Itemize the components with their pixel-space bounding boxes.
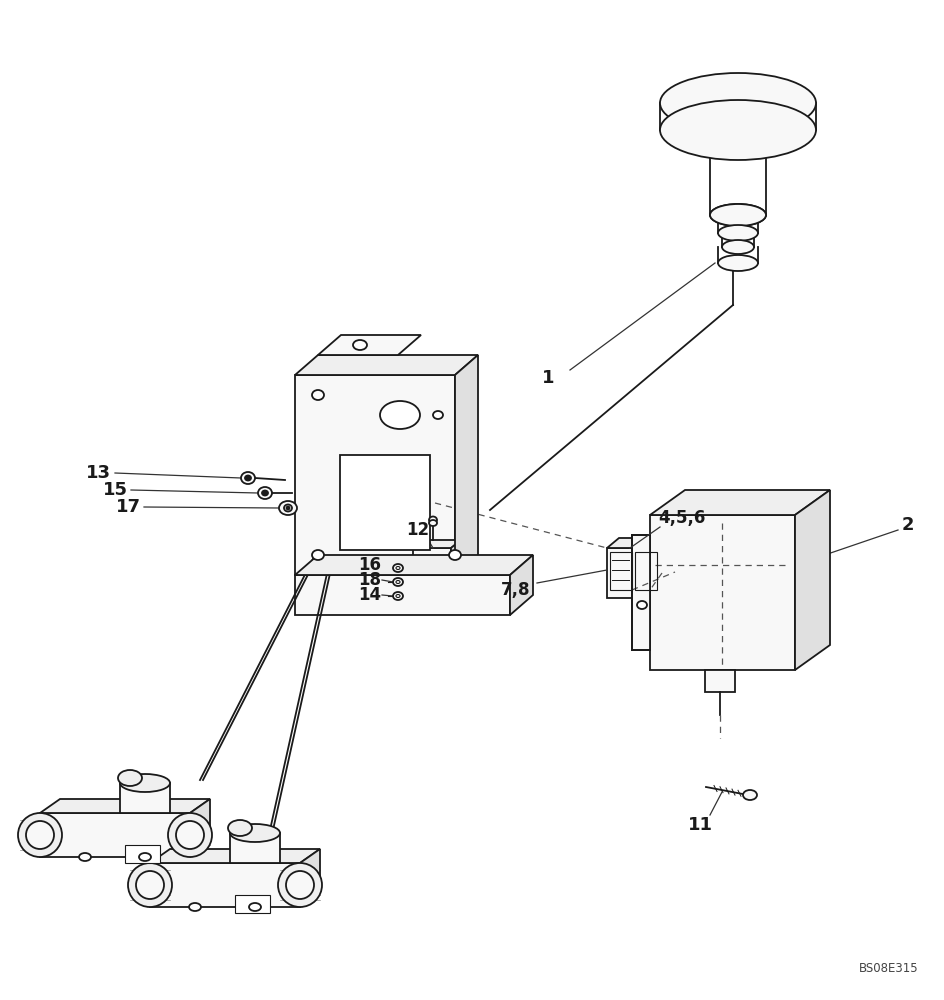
Polygon shape xyxy=(295,355,478,375)
Polygon shape xyxy=(632,535,650,650)
Ellipse shape xyxy=(449,550,461,560)
Ellipse shape xyxy=(128,863,172,907)
Text: 15: 15 xyxy=(103,481,127,499)
Text: 13: 13 xyxy=(86,464,110,482)
Ellipse shape xyxy=(286,506,290,510)
Ellipse shape xyxy=(718,255,758,271)
Polygon shape xyxy=(295,555,533,575)
Ellipse shape xyxy=(660,73,816,133)
Bar xyxy=(610,552,632,590)
Text: 12: 12 xyxy=(407,521,430,539)
Ellipse shape xyxy=(168,813,212,857)
Ellipse shape xyxy=(429,520,437,526)
Text: 14: 14 xyxy=(359,586,381,604)
Bar xyxy=(340,455,430,550)
Ellipse shape xyxy=(245,476,251,481)
Ellipse shape xyxy=(176,821,204,849)
Ellipse shape xyxy=(139,853,151,861)
Ellipse shape xyxy=(710,204,766,226)
Bar xyxy=(230,833,280,863)
Ellipse shape xyxy=(393,592,403,600)
Ellipse shape xyxy=(312,550,324,560)
Ellipse shape xyxy=(278,863,322,907)
Polygon shape xyxy=(455,355,478,575)
Ellipse shape xyxy=(230,824,280,842)
Ellipse shape xyxy=(718,225,758,241)
Ellipse shape xyxy=(393,578,403,586)
Ellipse shape xyxy=(429,516,437,524)
Bar xyxy=(125,845,160,863)
Polygon shape xyxy=(413,540,461,548)
Text: 1: 1 xyxy=(542,369,554,387)
Bar xyxy=(235,895,270,913)
Text: 4,5,6: 4,5,6 xyxy=(658,509,706,527)
Ellipse shape xyxy=(722,240,754,254)
Ellipse shape xyxy=(660,100,816,160)
Polygon shape xyxy=(607,538,674,548)
Polygon shape xyxy=(295,575,510,615)
Ellipse shape xyxy=(380,401,420,429)
Ellipse shape xyxy=(312,390,324,400)
Ellipse shape xyxy=(118,770,142,786)
Polygon shape xyxy=(318,335,421,355)
Polygon shape xyxy=(607,548,662,598)
Ellipse shape xyxy=(262,490,268,495)
Ellipse shape xyxy=(241,472,255,484)
Ellipse shape xyxy=(26,821,54,849)
Bar xyxy=(120,783,170,813)
Polygon shape xyxy=(40,813,190,857)
Bar xyxy=(635,552,657,590)
Ellipse shape xyxy=(710,204,766,226)
Ellipse shape xyxy=(286,871,314,899)
Text: 16: 16 xyxy=(359,556,381,574)
Polygon shape xyxy=(451,540,461,570)
Text: 17: 17 xyxy=(115,498,141,516)
Ellipse shape xyxy=(136,871,164,899)
Ellipse shape xyxy=(120,774,170,792)
Polygon shape xyxy=(150,863,300,907)
Ellipse shape xyxy=(79,853,91,861)
Ellipse shape xyxy=(637,601,647,609)
Ellipse shape xyxy=(743,790,757,800)
Ellipse shape xyxy=(228,820,252,836)
Polygon shape xyxy=(662,538,674,598)
Ellipse shape xyxy=(353,340,367,350)
Polygon shape xyxy=(300,849,320,907)
Polygon shape xyxy=(190,799,210,857)
Polygon shape xyxy=(40,799,210,813)
Ellipse shape xyxy=(189,903,201,911)
Polygon shape xyxy=(705,670,735,692)
Ellipse shape xyxy=(279,501,297,515)
Polygon shape xyxy=(795,490,830,670)
Ellipse shape xyxy=(249,903,261,911)
Polygon shape xyxy=(650,515,795,670)
Ellipse shape xyxy=(393,564,403,572)
Text: 7,8: 7,8 xyxy=(501,581,531,599)
Ellipse shape xyxy=(433,411,443,419)
Text: 2: 2 xyxy=(902,516,914,534)
Polygon shape xyxy=(650,490,830,515)
Ellipse shape xyxy=(18,813,62,857)
Polygon shape xyxy=(150,849,320,863)
Text: BS08E315: BS08E315 xyxy=(858,962,918,975)
Polygon shape xyxy=(413,548,451,570)
Text: 11: 11 xyxy=(687,816,713,834)
Ellipse shape xyxy=(258,487,272,499)
Polygon shape xyxy=(295,375,455,575)
Polygon shape xyxy=(510,555,533,615)
Text: 18: 18 xyxy=(359,571,381,589)
